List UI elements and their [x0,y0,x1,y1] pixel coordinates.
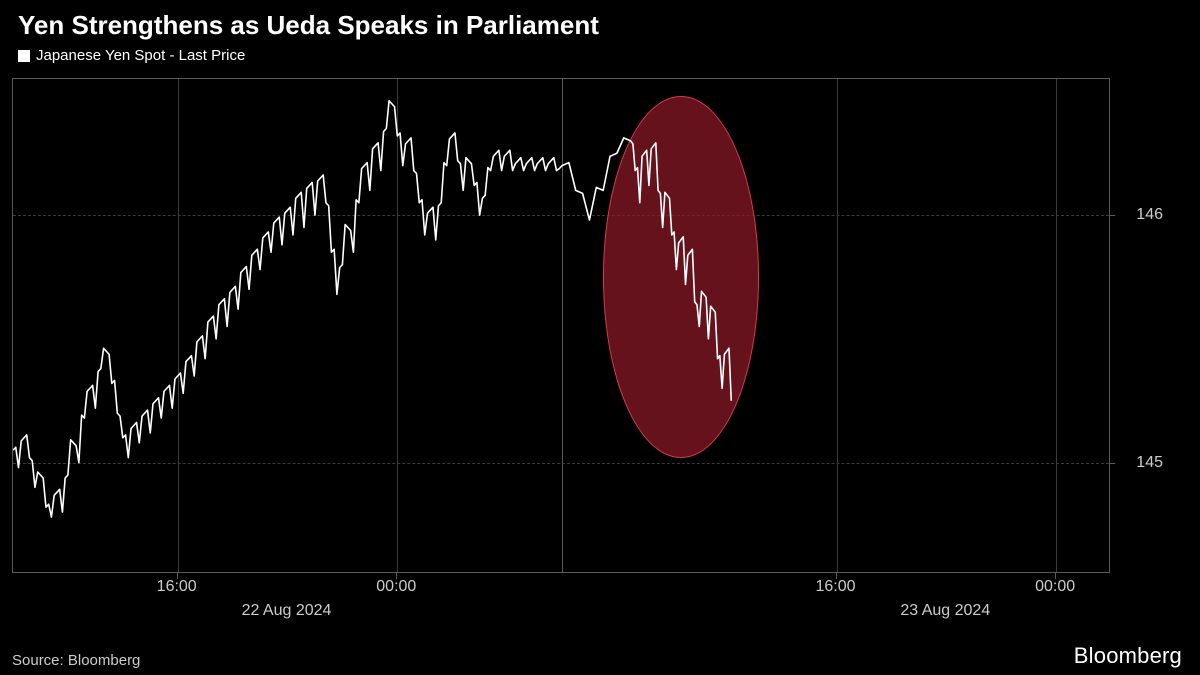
brand-logo: Bloomberg [1074,643,1182,669]
chart-title: Yen Strengthens as Ueda Speaks in Parlia… [0,0,1200,45]
xtick-time-label: 00:00 [376,578,416,596]
xtick-time-label: 16:00 [815,578,855,596]
xtick-date-label: 23 Aug 2024 [900,602,990,620]
price-line [13,79,1111,574]
ytick-mark [1109,463,1115,464]
ytick-label: 145 [1136,454,1163,472]
ytick-mark [1109,215,1115,216]
legend-swatch [18,50,30,62]
footer: Source: Bloomberg Bloomberg [12,643,1182,669]
legend: Japanese Yen Spot - Last Price [0,45,1200,70]
plot-region: 145146 [12,78,1110,573]
source-text: Source: Bloomberg [12,652,140,669]
xtick-date-label: 22 Aug 2024 [242,602,332,620]
xtick-time-label: 16:00 [157,578,197,596]
legend-label: Japanese Yen Spot - Last Price [36,47,245,64]
ytick-label: 146 [1136,206,1163,224]
chart-area: 145146 Yen per dollar 16:0000:0016:0000:… [12,78,1188,613]
xtick-time-label: 00:00 [1035,578,1075,596]
